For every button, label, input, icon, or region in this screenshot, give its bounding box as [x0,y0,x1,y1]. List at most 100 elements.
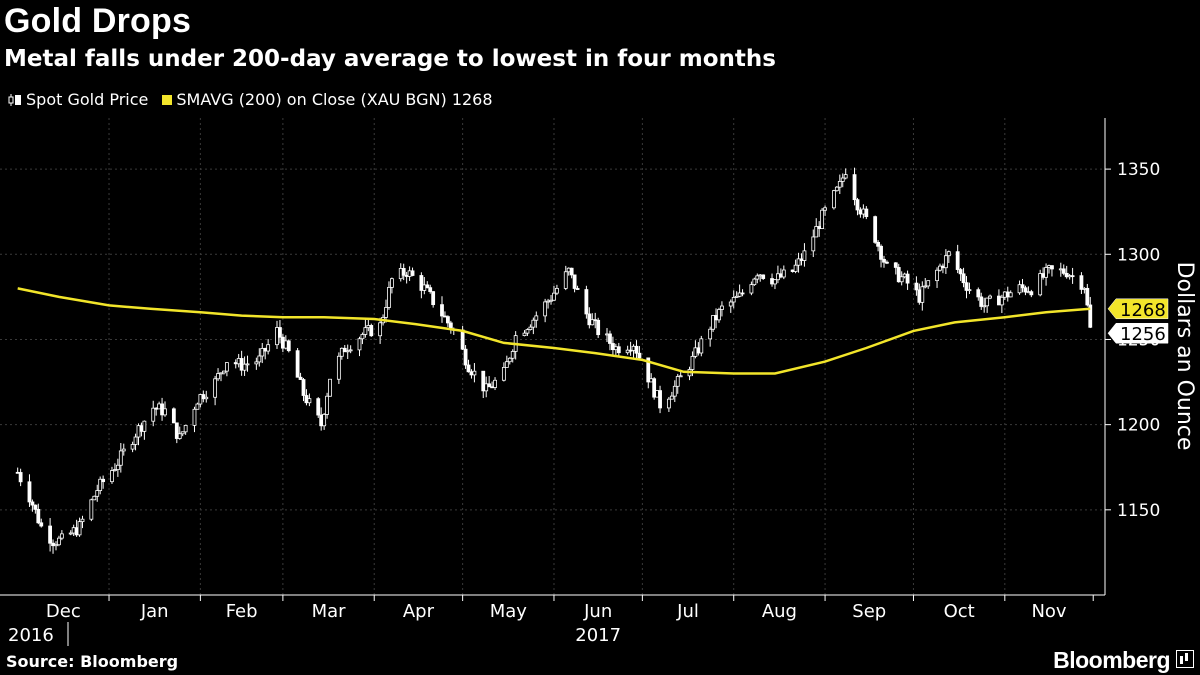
candle-body [222,370,226,374]
candle-body [572,274,577,289]
last-value-tag-label: 1268 [1120,300,1166,321]
candle-body [201,394,206,400]
legend-item-spot-gold: Spot Gold Price [8,90,148,109]
price-candles [15,167,1093,554]
candle-body [946,251,951,257]
candle-body [955,251,960,270]
candle-body [935,269,939,282]
candlestick-icon [8,93,21,106]
candle-body [717,309,721,321]
candle-body [1023,287,1028,293]
candle-body [737,292,742,297]
candle-body [967,289,972,292]
candle-body [195,403,200,410]
candle-body [943,255,948,269]
candle-body [30,501,35,506]
candle-body [98,478,103,491]
candle-body [961,273,966,284]
candle-body [89,499,94,520]
last-value-tag-shape [1107,322,1169,344]
candle-body [711,315,715,330]
candle-body [115,464,120,471]
candle-body [534,315,539,321]
candle-body [316,398,321,416]
x-tick-label: Sep [852,601,886,622]
candle-body [1008,292,1013,298]
candle-body [286,340,291,352]
candle-body [652,378,657,398]
candle-body [811,236,816,252]
last-value-tag: 1268 [1107,298,1169,321]
candle-body [198,394,203,405]
candle-body [522,332,527,337]
candle-body [266,344,271,352]
candle-body [390,278,394,288]
candle-body [988,295,992,299]
candle-body [1064,272,1069,278]
candle-body [33,504,38,510]
candle-body [837,181,842,188]
candle-body [749,284,754,294]
candle-body [555,288,559,294]
candle-body [177,433,182,439]
candle-body [740,292,745,295]
candle-body [216,373,220,380]
x-tick-label: Jul [676,601,699,622]
y-tick-label: 1200 [1117,416,1160,436]
candle-body [675,376,680,387]
candle-body [852,174,857,201]
candle-body [339,347,344,357]
candle-body [823,207,827,211]
candle-body [569,267,574,276]
candle-body [336,355,341,380]
candle-body [596,319,601,336]
last-value-tag-label: 1256 [1120,324,1166,345]
x-year-label: 2016 [8,625,54,646]
candle-body [113,469,117,472]
y-axis-label: Dollars an Ounce [1172,262,1197,451]
candle-body [95,490,100,497]
candle-body [378,322,383,337]
source-note: Source: Bloomberg [6,652,179,671]
candle-body [669,395,674,400]
x-year-label: 2017 [575,625,621,646]
x-tick-label: Mar [312,601,347,622]
candle-body [360,334,365,340]
candle-body [840,177,845,182]
candle-body [905,273,910,284]
candle-body [510,351,515,359]
x-axis: Dec Jan Feb Mar Apr May Jun Jul Aug Sep Oct Nov 2016… [0,594,1105,646]
candle-body [1029,291,1034,296]
candle-body [192,408,197,426]
candle-body [832,190,836,209]
candle-body [926,280,931,287]
candle-body [843,174,848,179]
candle-body [213,378,218,398]
candle-body [463,348,468,366]
candle-body [224,362,229,372]
candle-body [914,282,919,291]
candle-body [57,537,61,546]
candle-body [1050,265,1054,270]
candle-body [151,407,156,422]
candle-body [752,278,757,286]
candle-body [1088,304,1093,328]
candle-body [802,250,807,261]
candle-body [525,329,530,334]
candle-body [1079,275,1084,290]
candle-body [245,363,250,366]
candle-body [584,289,589,315]
candle-body [976,289,981,298]
candle-body [855,199,860,211]
candle-body [440,304,444,317]
candle-body [242,363,247,371]
candle-body [755,275,760,280]
candle-body [142,420,147,432]
candle-body [80,518,85,523]
bloomberg-terminal-icon [1176,650,1194,668]
candle-body [814,226,819,238]
candle-body [793,264,798,272]
candle-body [731,297,736,303]
candle-body [77,521,82,536]
candle-body [896,267,901,283]
